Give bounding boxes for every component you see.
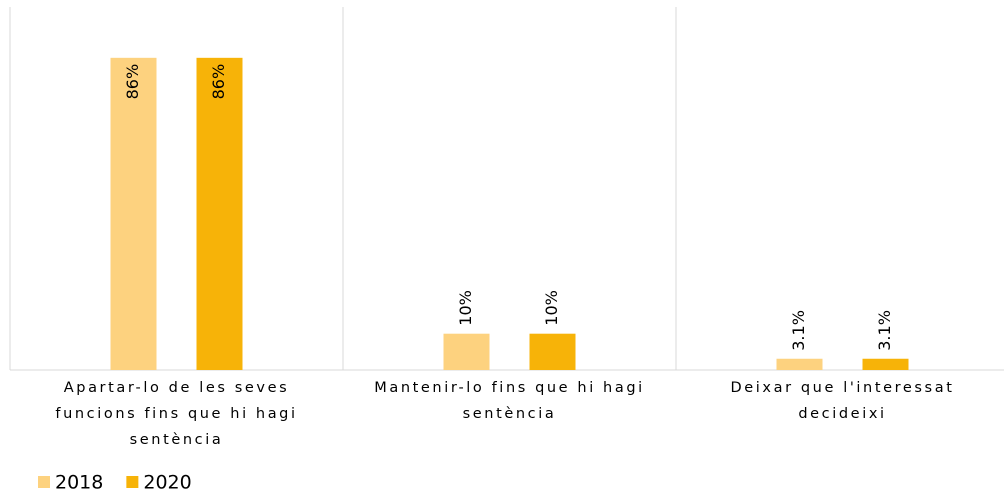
- x-tick-label: Apartar-lo de les seves funcions fins qu…: [55, 380, 298, 448]
- legend-label: 2020: [143, 472, 191, 494]
- legend-swatch: [38, 476, 50, 488]
- bar: [110, 57, 157, 370]
- bar: [862, 358, 909, 370]
- data-label: 3.1%: [789, 310, 808, 351]
- bar: [529, 333, 576, 370]
- data-label: 86%: [123, 64, 142, 100]
- bar: [776, 358, 823, 370]
- category-label-box: Deixar que l'interessat decideixi: [730, 380, 955, 422]
- bar: [443, 333, 490, 370]
- bar: [196, 57, 243, 370]
- data-label: 10%: [456, 290, 475, 326]
- data-label: 3.1%: [875, 310, 894, 351]
- data-label: 10%: [542, 290, 561, 326]
- x-tick-label: Mantenir-lo fins que hi hagi sentència: [374, 380, 645, 422]
- x-tick-label: Deixar que l'interessat decideixi: [730, 380, 955, 422]
- data-label: 86%: [209, 64, 228, 100]
- category-label-box: Mantenir-lo fins que hi hagi sentència: [374, 380, 645, 422]
- legend-swatch: [126, 476, 139, 488]
- category-label-box: Apartar-lo de les seves funcions fins qu…: [55, 380, 298, 448]
- legend-label: 2018: [55, 472, 103, 494]
